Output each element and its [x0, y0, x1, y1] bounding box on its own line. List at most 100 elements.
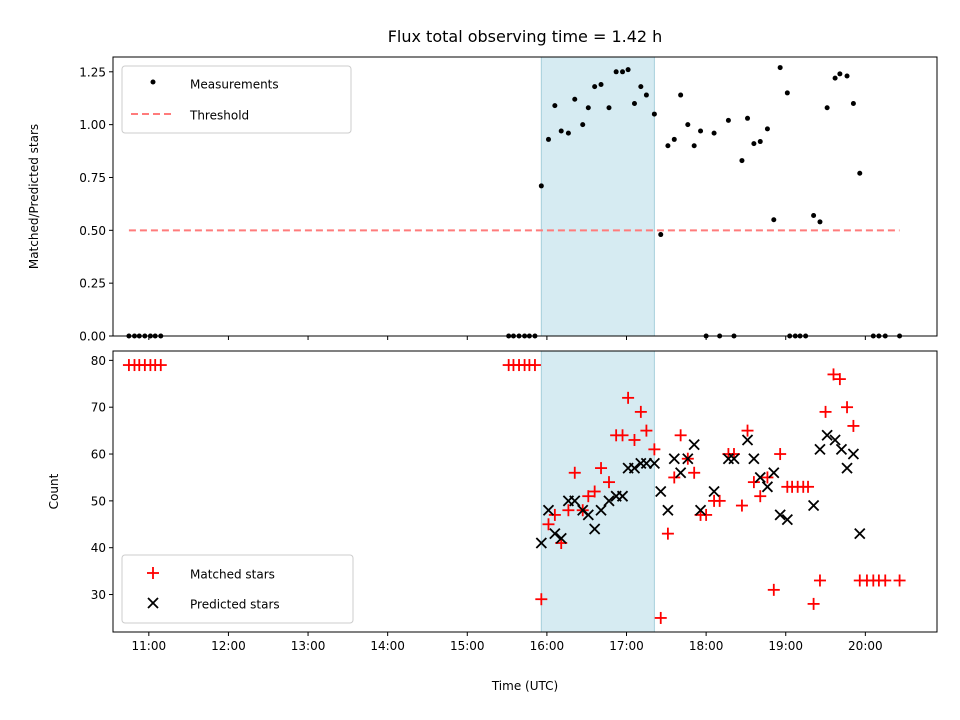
top-plot-frame: [112, 56, 938, 337]
matched-star-point: [542, 518, 555, 531]
top-y-axis-label: Matched/Predicted stars: [27, 124, 41, 269]
bottom-xtick-label: 12:00: [211, 639, 246, 653]
measurement-point: [606, 105, 612, 111]
matched-star-point: [833, 373, 846, 386]
measurement-point: [585, 105, 591, 111]
top-ytick-label: 0.25: [79, 277, 106, 291]
top-ytick-label: 0.00: [79, 330, 106, 344]
measurement-point: [598, 81, 604, 87]
legend-predicted-marker: [147, 597, 159, 609]
top-ytick-label: 1.00: [79, 118, 106, 132]
predicted-star-point: [542, 504, 555, 516]
predicted-star-point: [555, 532, 567, 544]
matched-star-point: [807, 597, 820, 610]
measurement-point: [764, 126, 770, 132]
matched-star-point: [774, 448, 787, 461]
matched-star-point: [582, 490, 595, 503]
predicted-star-point: [754, 471, 766, 484]
bottom-ytick-label: 30: [91, 588, 106, 602]
chart-title: Flux total observing time = 1.42 h: [388, 27, 663, 46]
bottom-xtick-label: 19:00: [768, 639, 803, 653]
matched-star-point: [562, 504, 575, 517]
predicted-star-point: [748, 453, 760, 465]
measurement-point: [817, 219, 823, 225]
legend-measurements-label: Measurements: [190, 78, 279, 92]
legend-measurements-marker: [150, 79, 156, 85]
measurement-point: [771, 217, 777, 223]
predicted-star-point: [781, 513, 793, 526]
matched-star-point: [602, 476, 615, 489]
measurement-point: [745, 115, 751, 121]
top-ytick-label: 1.25: [79, 65, 106, 79]
matched-star-point: [893, 574, 906, 587]
predicted-star-point: [774, 509, 786, 521]
matched-star-point: [648, 443, 661, 456]
measurement-point: [757, 139, 763, 145]
matched-star-point: [735, 499, 748, 512]
predicted-star-point: [595, 504, 607, 516]
matched-star-point: [595, 462, 608, 475]
matched-star-point: [528, 359, 541, 372]
measurement-point: [725, 117, 731, 123]
top-ytick-label: 0.50: [79, 224, 106, 238]
predicted-star-point: [668, 453, 680, 465]
measurement-point: [572, 96, 578, 102]
bottom-ytick-label: 60: [91, 448, 106, 462]
matched-star-point: [847, 419, 860, 432]
measurement-point: [685, 122, 691, 128]
bottom-xtick-label: 20:00: [848, 639, 883, 653]
measurement-point: [691, 143, 697, 149]
matched-star-point: [548, 508, 561, 521]
measurement-point: [711, 130, 717, 136]
bottom-ytick-label: 40: [91, 541, 106, 555]
matched-star-point: [654, 611, 667, 624]
measurement-point: [850, 101, 856, 106]
measurement-point: [592, 84, 598, 90]
predicted-star-point: [847, 448, 860, 460]
bottom-plot-frame: [112, 350, 938, 633]
matched-star-point: [628, 433, 641, 446]
matched-star-point: [879, 574, 892, 587]
measurement-point: [784, 90, 790, 96]
predicted-star-point: [835, 443, 848, 455]
predicted-star-point: [761, 481, 774, 493]
bottom-x-axis-label: Time (UTC): [491, 679, 558, 693]
top-legend-box: [121, 65, 352, 134]
bottom-legend: Matched stars Predicted stars: [121, 554, 354, 624]
measurement-point: [620, 69, 626, 75]
measurement-point: [631, 101, 637, 106]
measurement-point: [844, 73, 850, 79]
top-legend: Measurements Threshold: [121, 65, 352, 134]
matched-star-point: [754, 490, 767, 503]
matched-star-point: [688, 466, 701, 479]
measurement-point: [613, 69, 619, 75]
predicted-star-point: [821, 429, 833, 441]
bottom-ytick-label: 50: [91, 494, 106, 508]
top-highlight-span: [540, 56, 655, 337]
predicted-star-point: [829, 434, 841, 446]
bottom-xtick-label: 16:00: [530, 639, 565, 653]
measurement-point: [638, 84, 644, 90]
predicted-star-point: [589, 523, 601, 535]
measurement-point: [698, 128, 704, 134]
measurement-point: [665, 143, 671, 149]
predicted-star-point: [694, 504, 707, 516]
matched-star-point: [661, 527, 674, 540]
matched-star-point: [668, 471, 681, 484]
matched-star-point: [741, 424, 754, 437]
predicted-star-point: [662, 504, 674, 516]
matched-star-point: [622, 391, 635, 404]
measurement-point: [558, 128, 564, 134]
predicted-star-point: [768, 467, 780, 479]
measurement-point: [565, 130, 571, 136]
predicted-star-point: [628, 462, 641, 474]
matched-star-point: [154, 359, 167, 372]
measurement-point: [643, 92, 649, 98]
legend-predicted-label: Predicted stars: [190, 598, 280, 612]
matched-star-point: [802, 480, 815, 493]
predicted-star-point: [655, 485, 667, 498]
bottom-xtick-label: 17:00: [609, 639, 644, 653]
predicted-star-point: [648, 457, 661, 470]
predicted-star-point: [682, 453, 694, 465]
predicted-star-point: [582, 509, 594, 521]
